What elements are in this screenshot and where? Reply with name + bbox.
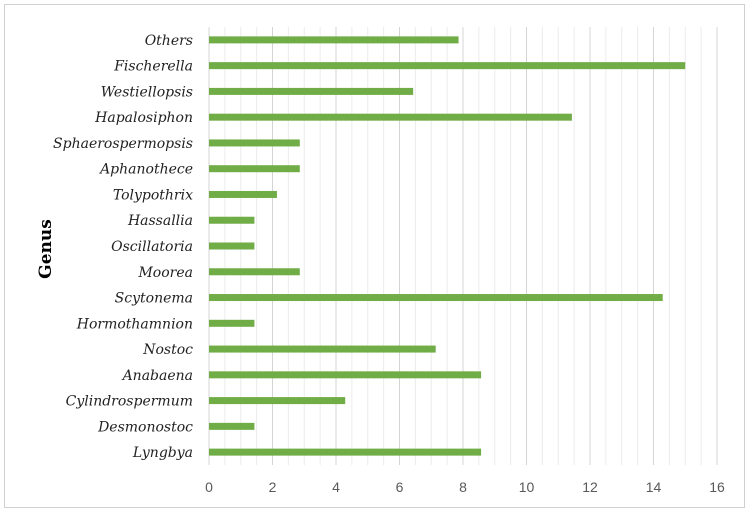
bar-westiellopsis [209,87,414,95]
category-label-anabaena: Anabaena [121,368,193,384]
bar-desmonostoc [209,422,255,430]
category-label-hormothamnion: Hormothamnion [76,316,193,332]
category-label-cylindrospermum: Cylindrospermum [66,394,193,410]
category-label-aphanothece: Aphanothece [98,162,193,178]
category-label-sphaerospermopsis: Sphaerospermopsis [53,136,193,152]
category-label-scytonema: Scytonema [115,291,193,307]
bar-scytonema [209,294,663,302]
bar-fischerella [209,62,686,70]
bar-hapalosiphon [209,113,572,121]
bar-moorea [209,268,300,276]
category-label-others: Others [145,33,193,49]
x-tick-label: 2 [269,479,277,495]
category-label-nostoc: Nostoc [142,342,193,358]
category-label-westiellopsis: Westiellopsis [101,84,193,100]
gridlines [208,27,718,465]
bar-oscillatoria [209,242,255,250]
x-tick-label: 14 [646,479,662,495]
category-label-desmonostoc: Desmonostoc [97,419,193,435]
category-label-hapalosiphon: Hapalosiphon [94,110,193,126]
bar-chart: Others Fischerella Westiellopsis Hapalosiph… [36,27,725,495]
x-tick-label: 8 [459,479,467,495]
bar-aphanothece [209,165,300,173]
category-label-tolypothrix: Tolypothrix [113,187,193,203]
x-tick-label: 16 [709,479,725,495]
category-label-moorea: Moorea [137,265,193,281]
chart-container: Others Fischerella Westiellopsis Hapalosiph… [4,4,745,508]
x-tick-label: 0 [205,479,213,495]
bar-lyngbya [209,448,482,456]
bar-hassallia [209,216,255,224]
y-axis-title: Genus [36,219,56,279]
x-tick-label: 12 [582,479,598,495]
category-label-fischerella: Fischerella [113,59,193,75]
category-label-hassallia: Hassallia [127,213,193,229]
x-tick-labels: 0 2 4 6 8 10 12 14 16 [205,479,725,495]
bar-anabaena [209,371,482,379]
bar-tolypothrix [209,190,277,198]
x-tick-label: 10 [519,479,535,495]
bar-sphaerospermopsis [209,139,300,147]
bar-nostoc [209,345,436,353]
category-label-oscillatoria: Oscillatoria [111,239,193,255]
category-labels: Others Fischerella Westiellopsis Hapalosiph… [53,33,193,461]
bar-cylindrospermum [209,397,346,405]
x-tick-label: 4 [332,479,340,495]
bars [209,36,686,456]
x-tick-label: 6 [396,479,404,495]
bar-others [209,36,459,44]
category-label-lyngbya: Lyngbya [132,445,193,461]
bar-hormothamnion [209,319,255,327]
